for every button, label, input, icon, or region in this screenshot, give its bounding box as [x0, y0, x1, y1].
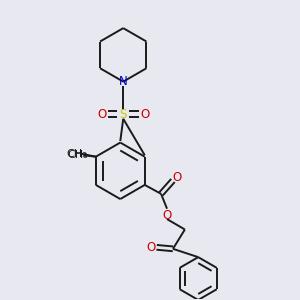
Text: CH₃: CH₃ [68, 150, 88, 160]
Text: O: O [147, 241, 156, 254]
Text: O: O [97, 108, 106, 121]
Text: O: O [140, 108, 149, 121]
Text: O: O [162, 209, 172, 222]
Text: O: O [173, 171, 182, 184]
Text: CH₃: CH₃ [66, 149, 87, 159]
Text: S: S [120, 108, 127, 121]
Text: N: N [119, 75, 128, 88]
